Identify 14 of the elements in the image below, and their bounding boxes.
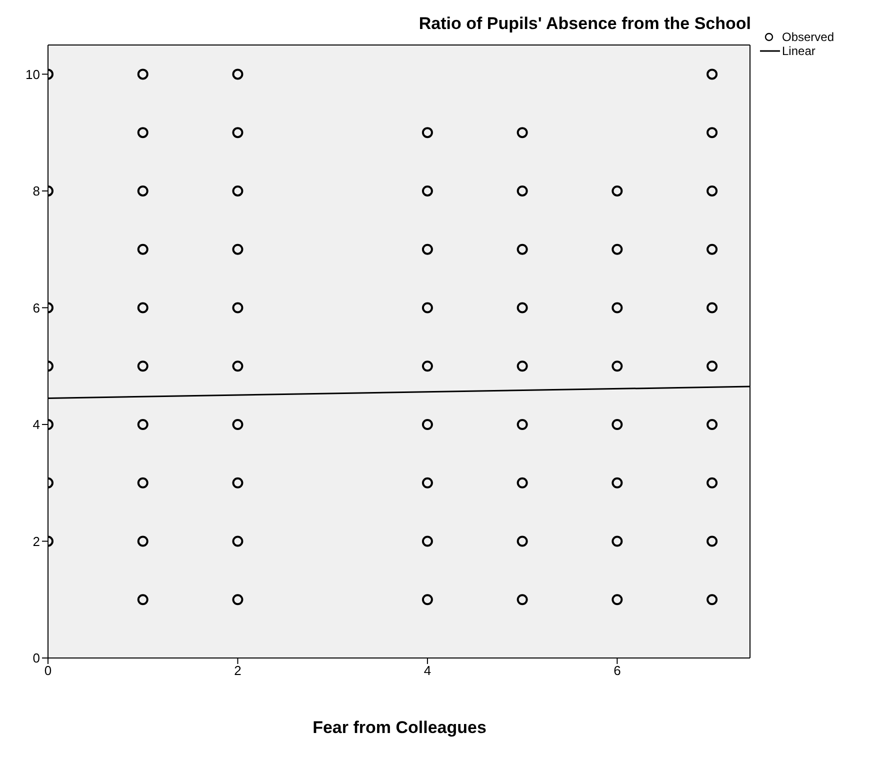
x-tick-label: 0 [44, 663, 52, 678]
y-tick-label: 6 [32, 300, 40, 316]
x-tick-label: 6 [614, 663, 621, 678]
y-tick-label: 8 [32, 184, 40, 199]
x-tick-label: 4 [424, 663, 432, 678]
chart-title: Ratio of Pupils' Absence from the School [418, 14, 751, 34]
legend-label: Observed [782, 30, 834, 44]
y-tick-label: 2 [32, 534, 40, 549]
y-tick-label: 0 [32, 650, 40, 666]
x-axis-title: Fear from Colleagues [312, 718, 488, 738]
legend-label: Linear [782, 44, 816, 58]
y-tick-label: 4 [32, 417, 40, 432]
y-tick-label: 10 [26, 66, 40, 82]
x-tick-label: 2 [234, 663, 242, 678]
